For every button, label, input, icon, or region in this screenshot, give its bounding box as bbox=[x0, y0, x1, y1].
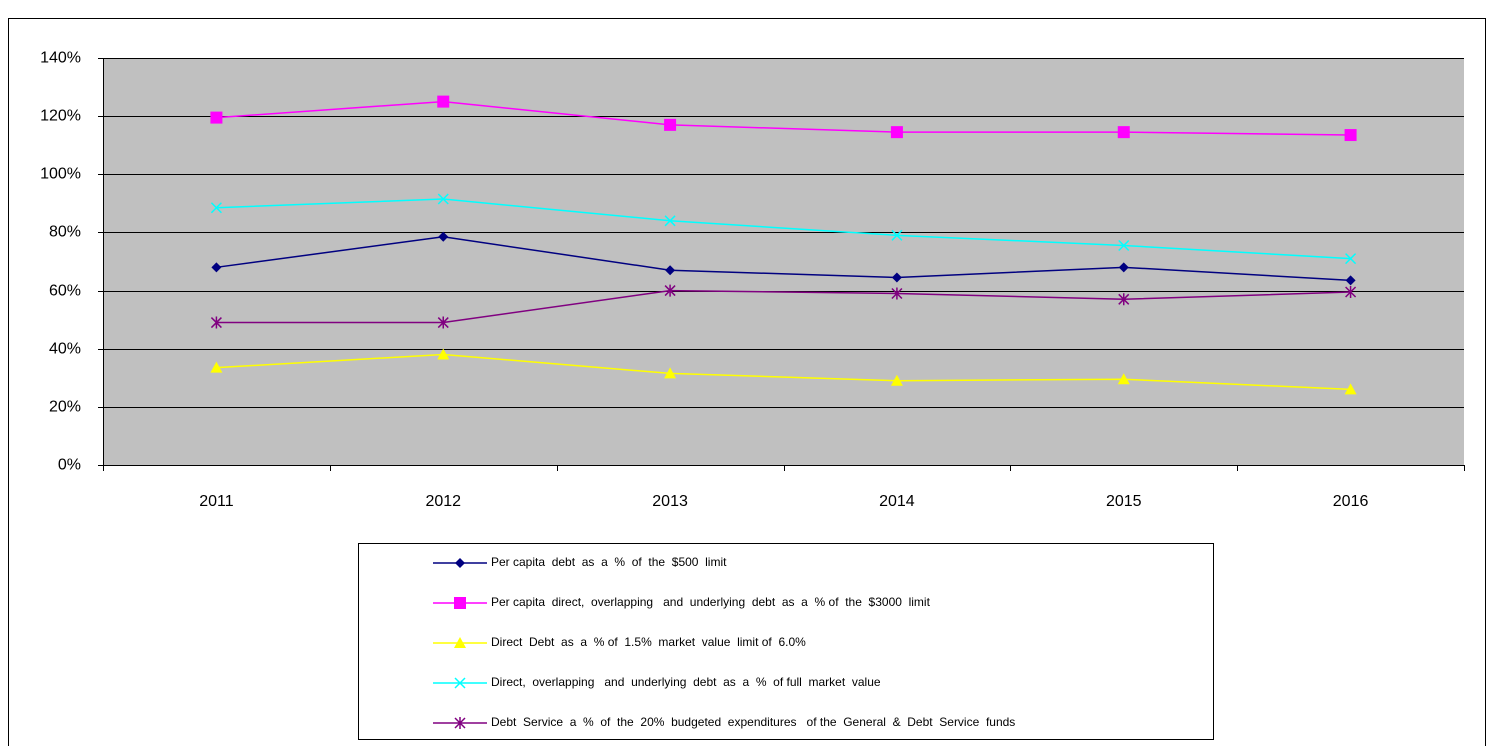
data-point bbox=[437, 316, 449, 329]
data-point bbox=[665, 265, 676, 276]
x-tick-label: 2012 bbox=[425, 493, 461, 510]
data-point bbox=[1345, 286, 1357, 299]
data-point bbox=[437, 348, 450, 360]
data-point bbox=[1344, 129, 1357, 142]
data-point bbox=[890, 374, 903, 386]
data-point bbox=[437, 193, 449, 205]
data-point bbox=[890, 126, 903, 139]
data-point bbox=[210, 361, 223, 373]
plot-area bbox=[103, 58, 1464, 465]
data-point bbox=[664, 367, 677, 379]
x-tick-label: 2016 bbox=[1333, 493, 1369, 510]
data-point bbox=[210, 202, 222, 214]
data-point bbox=[1345, 253, 1357, 265]
legend-label: Direct, overlapping and underlying debt … bbox=[491, 675, 881, 689]
data-point bbox=[1117, 126, 1130, 139]
series-line bbox=[216, 100, 1351, 136]
x-tick-label: 2011 bbox=[199, 493, 234, 510]
y-tick-label: 140% bbox=[40, 50, 81, 67]
data-point bbox=[891, 287, 903, 300]
data-point bbox=[438, 231, 449, 242]
legend-marker bbox=[455, 558, 465, 568]
x-tick-label: 2015 bbox=[1106, 493, 1142, 510]
y-tick-label: 20% bbox=[49, 399, 81, 416]
series-line bbox=[216, 353, 1351, 391]
data-point bbox=[664, 215, 676, 227]
y-tick-label: 100% bbox=[40, 166, 81, 183]
data-point bbox=[211, 262, 222, 273]
series-line bbox=[216, 236, 1351, 282]
data-point bbox=[1117, 373, 1130, 385]
data-point bbox=[1118, 293, 1130, 306]
data-point bbox=[1118, 239, 1130, 252]
x-tick-label: 2014 bbox=[879, 493, 915, 510]
data-point bbox=[891, 272, 902, 283]
legend-marker bbox=[454, 637, 466, 648]
y-tick-label: 0% bbox=[58, 457, 81, 474]
legend-label: Per capita direct, overlapping and under… bbox=[491, 595, 931, 609]
series-line bbox=[216, 198, 1351, 260]
legend-label: Per capita debt as a % of the $500 limit bbox=[491, 555, 727, 569]
legend-box bbox=[358, 543, 1214, 740]
y-tick-label: 40% bbox=[49, 341, 81, 358]
series-line bbox=[216, 289, 1351, 324]
legend-marker bbox=[454, 597, 466, 609]
data-point bbox=[1118, 262, 1129, 273]
legend-label: Debt Service a % of the 20% budgeted exp… bbox=[491, 715, 1015, 729]
data-point bbox=[210, 111, 223, 124]
legend-marker bbox=[454, 677, 466, 689]
data-point bbox=[891, 229, 903, 241]
data-point bbox=[1344, 383, 1357, 395]
data-point bbox=[210, 316, 222, 329]
y-tick-label: 80% bbox=[49, 224, 81, 241]
data-point bbox=[437, 95, 450, 108]
data-point bbox=[664, 284, 676, 297]
x-tick-label: 2013 bbox=[652, 493, 688, 510]
y-tick-label: 60% bbox=[49, 283, 81, 300]
legend-label: Direct Debt as a % of 1.5% market value … bbox=[491, 635, 806, 649]
y-tick-label: 120% bbox=[40, 108, 81, 125]
legend-marker bbox=[454, 717, 466, 729]
data-point bbox=[1345, 275, 1356, 286]
data-point bbox=[664, 118, 677, 131]
